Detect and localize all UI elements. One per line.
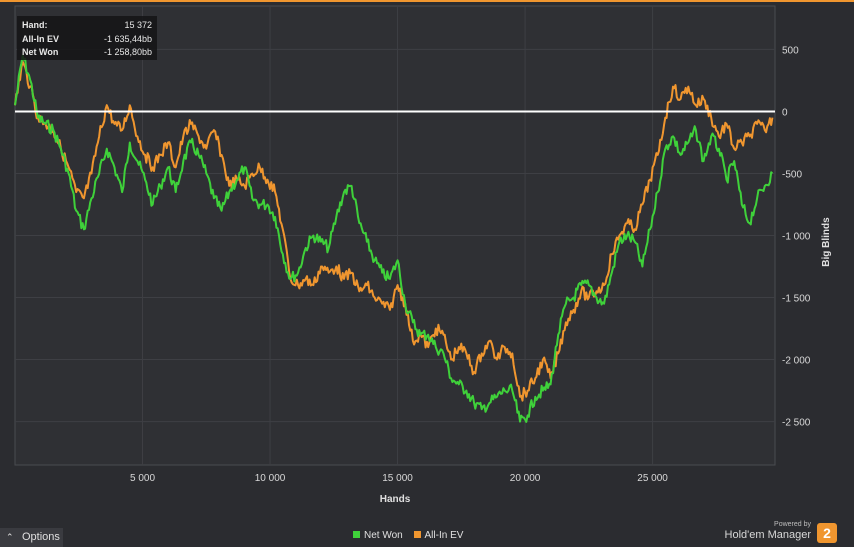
x-axis-label: Hands — [380, 494, 411, 505]
legend-item-net-won[interactable]: Net Won — [353, 530, 403, 541]
series-lines — [14, 54, 774, 423]
legend-swatch-net-won — [353, 531, 360, 538]
chevron-up-icon: ⌃ — [6, 532, 14, 542]
x-tick-label: 10 000 — [255, 473, 286, 484]
x-tick-label: 15 000 — [382, 473, 413, 484]
tooltip-hand-row: Hand: 15 372 — [22, 20, 152, 32]
tooltip-won-value: -1 258,80bb — [103, 47, 152, 57]
tooltip-hand-value: 15 372 — [124, 20, 152, 30]
x-tick-label: 20 000 — [510, 473, 541, 484]
y-tick-label: 500 — [782, 45, 799, 56]
powered-by-text: Powered by — [774, 521, 811, 528]
tooltip-won-label: Net Won — [22, 47, 59, 57]
y-tick-label: -500 — [782, 169, 802, 180]
options-button[interactable]: ⌃ Options — [0, 528, 63, 547]
legend-label-net-won: Net Won — [364, 530, 403, 541]
y-tick-label: -1 000 — [782, 232, 811, 243]
tooltip-won-row: Net Won -1 258,80bb — [22, 47, 152, 59]
tooltip-ev-value: -1 635,44bb — [103, 34, 152, 44]
legend-item-all-in-ev[interactable]: All-In EV — [413, 530, 464, 541]
legend-swatch-all-in-ev — [413, 531, 421, 538]
all-in-ev-line — [14, 60, 774, 402]
brand-logo: Powered by Hold'em Manager 2 — [723, 519, 841, 547]
brand-name: Hold'em Manager — [724, 529, 811, 541]
y-tick-label: 0 — [782, 107, 788, 118]
tick-labels: 5 000 10 000 15 000 20 000 25 000 500 0 -500 -1 … — [130, 45, 811, 484]
options-label: Options — [22, 531, 60, 543]
legend-label-all-in-ev: All-In EV — [424, 530, 464, 541]
y-tick-label: -2 500 — [782, 418, 811, 429]
tooltip-ev-row: All-In EV -1 635,44bb — [22, 34, 152, 46]
x-tick-label: 25 000 — [637, 473, 668, 484]
y-tick-label: -2 000 — [782, 356, 811, 367]
net-won-line — [14, 54, 774, 423]
y-tick-label: -1 500 — [782, 294, 811, 305]
chart: 5 000 10 000 15 000 20 000 25 000 500 0 -500 -1 … — [14, 5, 832, 505]
y-axis-label: Big Blinds — [821, 217, 832, 267]
top-accent-bar — [0, 0, 854, 2]
hover-tooltip: Hand: 15 372 All-In EV -1 635,44bb Net W… — [17, 16, 157, 60]
tooltip-ev-label: All-In EV — [22, 34, 60, 44]
chart-legend: Net Won All-In EV — [353, 530, 471, 544]
tooltip-hand-label: Hand: — [22, 20, 48, 30]
x-tick-label: 5 000 — [130, 473, 155, 484]
brand-badge-icon: 2 — [817, 523, 837, 543]
